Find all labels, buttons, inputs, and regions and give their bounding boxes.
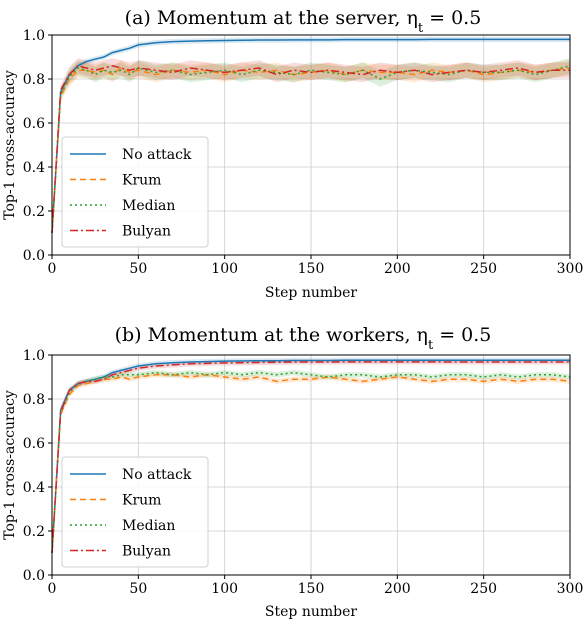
x-tick-label: 50 [129,261,147,277]
chart-title: (a) Momentum at the server, ηt = 0.5 [125,7,482,36]
x-tick-label: 200 [384,261,411,277]
y-axis-label: Top-1 cross-accuracy [2,390,18,540]
legend [61,456,209,568]
series-band [52,58,570,238]
y-axis-label: Top-1 cross-accuracy [2,70,18,220]
x-tick-label: 150 [298,261,325,277]
legend-label: Bulyan [122,544,171,560]
x-tick-label: 100 [211,261,238,277]
legend-label: Median [122,518,175,534]
x-tick-label: 50 [129,581,147,597]
y-tick-label: 0.4 [23,480,45,496]
x-tick-label: 300 [557,261,584,277]
y-tick-label: 0.6 [23,116,45,132]
y-tick-label: 0.8 [23,72,45,88]
chart-title: (b) Momentum at the workers, ηt = 0.5 [115,324,492,353]
panel-b: (b) Momentum at the workers, ηt = 0.5 0 50… [2,324,583,620]
series-line-bulyan [51,64,570,234]
x-tick-label: 150 [298,581,325,597]
x-tick-label: 300 [557,581,584,597]
panel-a: (a) Momentum at the server, ηt = 0.5 0 50 1… [2,7,583,301]
legend-label: Krum [122,173,161,189]
series-line-median [51,371,571,554]
y-tick-label: 0.0 [23,248,45,264]
x-axis-label: Step number [265,604,357,620]
x-tick-label: 250 [470,581,497,597]
y-tick-label: 0.4 [23,160,45,176]
axes-frame [51,354,571,576]
y-tick-label: 0.2 [23,204,45,220]
y-tick-label: 1.0 [23,348,45,364]
legend-label: No attack [122,147,192,163]
series-line-no-attack [51,38,570,234]
series-line-bulyan [51,361,570,554]
x-tick-label: 200 [384,581,411,597]
y-tick-label: 1.0 [23,28,45,44]
series-line-krum [51,374,571,554]
y-tick-label: 0.8 [23,392,45,408]
x-tick-label: 250 [470,261,497,277]
x-tick-label: 0 [48,261,57,277]
legend-label: Median [122,198,175,214]
legend-label: No attack [122,467,192,483]
axes-frame [51,34,571,256]
legend-label: Krum [122,493,161,509]
legend-label: Bulyan [122,224,171,240]
x-tick-label: 100 [211,581,238,597]
y-tick-label: 0.0 [23,568,45,584]
x-axis-label: Step number [265,285,357,301]
y-tick-label: 0.6 [23,436,45,452]
legend [61,136,209,248]
y-tick-label: 0.2 [23,524,45,540]
x-tick-label: 0 [48,581,57,597]
series-band [52,359,570,558]
